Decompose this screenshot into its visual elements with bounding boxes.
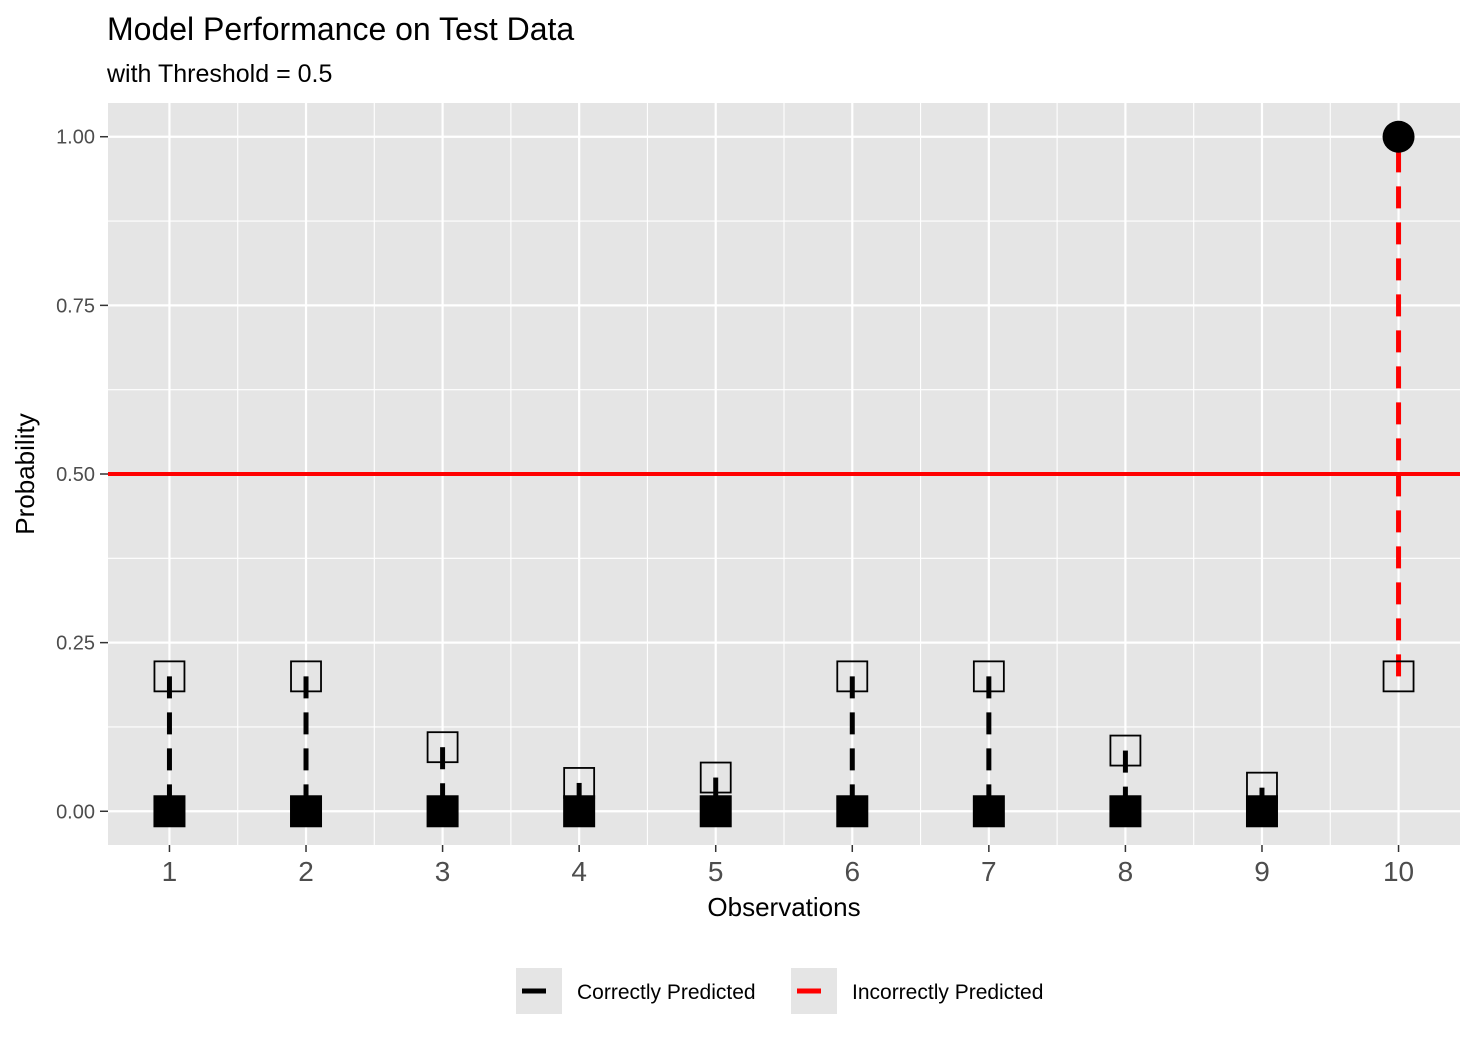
predicted-point-8 xyxy=(1109,734,1142,767)
x-tick-label: 3 xyxy=(435,856,451,887)
x-tick-label: 1 xyxy=(162,856,178,887)
predicted-point-3 xyxy=(426,731,459,764)
legend-label-1: Correctly Predicted xyxy=(577,981,756,1004)
actual-point-10 xyxy=(1382,120,1415,153)
predicted-point-10 xyxy=(1382,660,1415,693)
actual-point-3 xyxy=(426,795,459,828)
actual-point-6 xyxy=(836,795,869,828)
y-tick-label: 0.25 xyxy=(56,633,95,655)
legend: Correctly Predicted Incorrectly Predicted xyxy=(516,968,1043,1014)
chart-subtitle: with Threshold = 0.5 xyxy=(106,60,332,88)
actual-point-2 xyxy=(290,795,323,828)
y-tick-label: 0.75 xyxy=(56,295,95,317)
actual-point-9 xyxy=(1245,795,1278,828)
actual-point-8 xyxy=(1109,795,1142,828)
x-tick-label: 7 xyxy=(981,856,997,887)
predicted-point-6 xyxy=(836,660,869,693)
x-tick-label: 4 xyxy=(571,856,587,887)
actual-point-4 xyxy=(563,795,596,828)
predicted-point-2 xyxy=(290,660,322,693)
data-points xyxy=(153,120,1415,828)
y-tick-label: 0.00 xyxy=(56,801,95,823)
x-tick-label: 5 xyxy=(708,856,724,887)
legend-label-2: Incorrectly Predicted xyxy=(852,981,1043,1004)
x-axis-title: Observations xyxy=(707,892,860,922)
x-tick-label: 8 xyxy=(1118,856,1134,887)
chart-title: Model Performance on Test Data xyxy=(107,11,574,47)
actual-point-1 xyxy=(153,795,186,828)
x-tick-label: 10 xyxy=(1383,856,1414,887)
actual-point-5 xyxy=(699,795,732,828)
y-axis-ticks: 0.00 0.25 0.50 0.75 1.00 xyxy=(56,127,108,823)
x-tick-label: 2 xyxy=(298,856,314,887)
predicted-point-7 xyxy=(972,660,1005,693)
x-tick-label: 9 xyxy=(1254,856,1270,887)
actual-point-7 xyxy=(972,795,1005,828)
x-axis-ticks: 1 2 3 4 5 6 7 8 9 10 xyxy=(162,845,1414,887)
x-tick-label: 6 xyxy=(844,856,860,887)
y-tick-label: 0.50 xyxy=(56,464,95,486)
predicted-point-1 xyxy=(153,660,186,693)
y-axis-title: Probability xyxy=(10,413,40,534)
predicted-point-5 xyxy=(699,761,732,794)
y-tick-label: 1.00 xyxy=(56,127,95,149)
